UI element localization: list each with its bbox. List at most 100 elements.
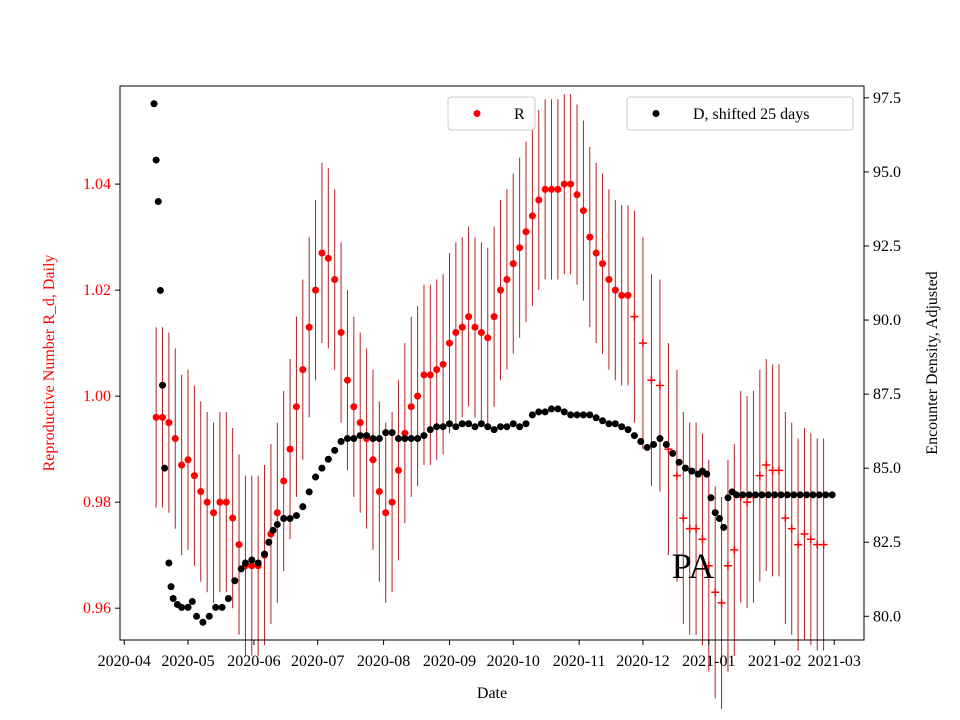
r-data-point [426, 371, 434, 379]
d-data-point [265, 538, 273, 546]
d-data-point [458, 420, 466, 428]
d-data-point [184, 603, 192, 611]
legend-d[interactable]: D, shifted 25 days [626, 96, 854, 131]
r-data-point [407, 403, 415, 411]
d-data-point [165, 559, 173, 567]
legend-d-box [626, 96, 854, 131]
d-data-point [605, 420, 613, 428]
r-projected-point [717, 598, 726, 607]
d-data-point [343, 435, 351, 443]
d-data-point [822, 491, 830, 499]
legend-d-label: D, shifted 25 days [693, 106, 809, 123]
legend-d-marker [652, 110, 660, 117]
d-data-point [535, 408, 543, 416]
d-data-point [796, 491, 804, 499]
d-data-point [363, 432, 371, 440]
d-data-point [484, 423, 492, 431]
r-data-point [229, 514, 237, 522]
r-data-point [222, 498, 230, 506]
d-data-point [286, 515, 294, 523]
d-data-point [452, 423, 460, 431]
right-y-axis-label: Encounter Density, Adjusted [924, 271, 941, 454]
d-data-point [624, 426, 632, 434]
d-data-point [388, 429, 396, 437]
d-data-point [477, 420, 485, 428]
d-data-point [554, 405, 562, 413]
r-data-point [394, 466, 402, 474]
right-y-tick-label: 87.5 [873, 386, 901, 403]
r-data-point [273, 509, 281, 517]
d-data-point [299, 503, 307, 511]
d-data-point [161, 464, 169, 472]
d-data-point [237, 565, 245, 573]
d-data-point [516, 423, 524, 431]
r-data-point [579, 207, 587, 215]
r-projected-point [638, 339, 647, 348]
d-data-point [152, 156, 160, 164]
d-data-point [199, 618, 207, 626]
r-data-point [528, 212, 536, 220]
d-data-point [745, 491, 753, 499]
d-data-point [241, 559, 249, 567]
r-data-point [178, 461, 186, 469]
right-y-tick-label: 97.5 [873, 90, 901, 107]
d-data-point [567, 411, 575, 419]
d-data-point [707, 494, 715, 502]
x-tick-label: 2020-04 [98, 653, 151, 670]
x-axis: 2020-04 2020-05 2020-06 2020-07 2020-08 2020-… [98, 640, 861, 670]
r-data-point [465, 313, 473, 321]
d-data-point [703, 470, 711, 478]
r-data-point [452, 329, 460, 337]
r-projected-point [655, 381, 664, 390]
d-data-point [724, 494, 732, 502]
d-data-point [675, 458, 683, 466]
x-tick-label: 2020-06 [227, 653, 280, 670]
d-data-point [375, 435, 383, 443]
d-data-point [618, 423, 626, 431]
r-data-point [159, 413, 167, 421]
left-y-tick-label: 0.98 [83, 494, 111, 511]
d-data-point [292, 512, 300, 520]
r-data-point [312, 286, 320, 294]
d-data-point [528, 411, 536, 419]
d-data-point [599, 417, 607, 425]
r-data-point [197, 488, 205, 496]
d-data-point [630, 432, 638, 440]
r-data-point [248, 562, 256, 570]
d-data-point [273, 520, 281, 528]
right-y-tick-label: 92.5 [873, 238, 901, 255]
x-tick-label: 2021-03 [808, 653, 861, 670]
r-data-point [554, 185, 562, 193]
legend-r[interactable]: R [447, 96, 536, 131]
d-data-point [350, 435, 358, 443]
d-data-point [382, 429, 390, 437]
r-data-point [445, 339, 453, 347]
r-data-point [216, 498, 224, 506]
r-data-point [292, 403, 300, 411]
d-data-point [739, 491, 747, 499]
r-projected-point [787, 524, 796, 533]
r-data-point [190, 472, 198, 480]
d-data-point [218, 603, 226, 611]
r-data-point [548, 185, 556, 193]
r-data-point [280, 477, 288, 485]
d-data-point [732, 491, 740, 499]
r-data-point [420, 371, 428, 379]
r-projected-point [781, 514, 790, 523]
d-data-point [305, 488, 313, 496]
d-data-point [711, 509, 719, 517]
d-data-point [269, 526, 277, 534]
d-data-point [312, 473, 320, 481]
right-y-tick-label: 85.0 [873, 460, 901, 477]
r-projected-point [762, 461, 771, 470]
d-data-point [592, 414, 600, 422]
d-data-point [471, 423, 479, 431]
d-data-point [356, 432, 364, 440]
d-data-point [318, 464, 326, 472]
r-data-point [560, 180, 568, 188]
d-data-point [586, 411, 594, 419]
r-data-point [414, 392, 422, 400]
d-data-point [150, 100, 158, 108]
right-y-tick-label: 90.0 [873, 312, 901, 329]
right-y-tick-label: 95.0 [873, 164, 901, 181]
